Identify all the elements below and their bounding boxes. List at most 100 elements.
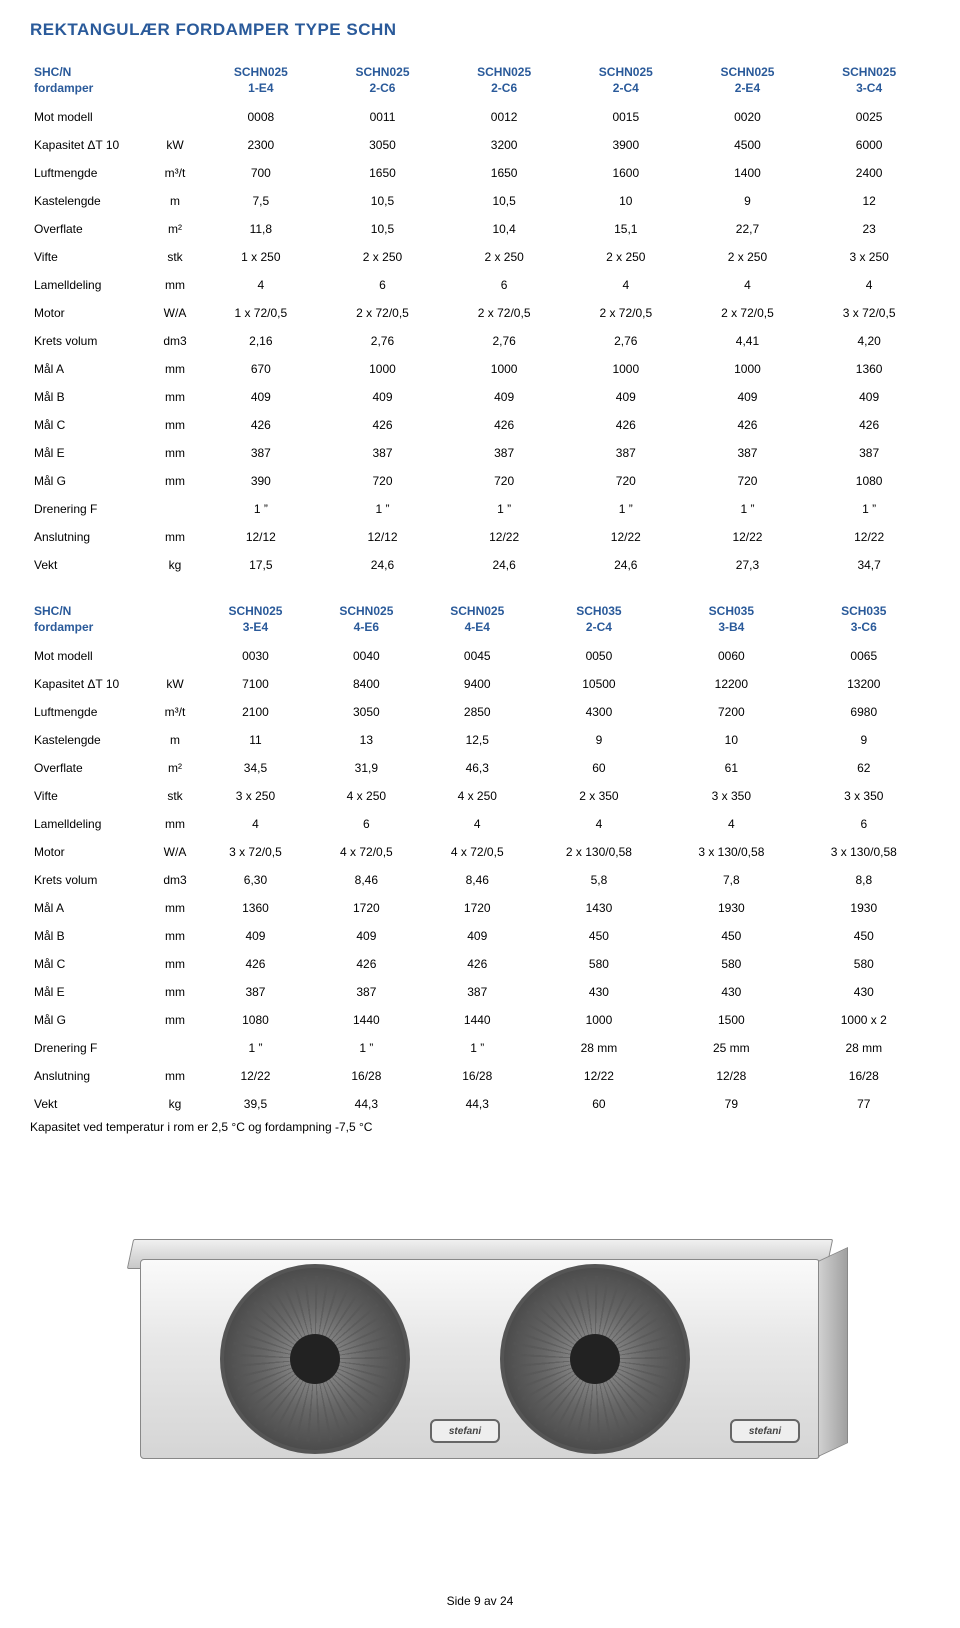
row-label: Vekt: [30, 551, 150, 579]
table-row: MotorW/A3 x 72/0,54 x 72/0,54 x 72/0,52 …: [30, 838, 930, 866]
cell-value: 4: [565, 271, 687, 299]
table-row: Mål Bmm409409409450450450: [30, 922, 930, 950]
table-row: Mål Cmm426426426580580580: [30, 950, 930, 978]
column-header: 3-B4: [665, 620, 797, 642]
column-header: 2-E4: [687, 81, 809, 103]
cell-value: 62: [798, 754, 930, 782]
cell-value: 2 x 72/0,5: [443, 299, 565, 327]
row-unit: m: [150, 726, 200, 754]
cell-value: 6: [311, 810, 422, 838]
table-row: Mål Bmm409409409409409409: [30, 383, 930, 411]
table-row: Kapasitet ΔT 10kW23003050320039004500600…: [30, 131, 930, 159]
table-row: MotorW/A1 x 72/0,52 x 72/0,52 x 72/0,52 …: [30, 299, 930, 327]
table-row: Lamelldelingmm466444: [30, 271, 930, 299]
column-header: SCHN025: [687, 58, 809, 81]
row-label: Mål B: [30, 922, 150, 950]
row-unit: mm: [150, 411, 200, 439]
brand-badge: stefani: [730, 1419, 800, 1443]
row-unit: [150, 642, 200, 670]
cell-value: 1000: [322, 355, 444, 383]
cell-value: 426: [322, 411, 444, 439]
cell-value: 2 x 250: [565, 243, 687, 271]
cell-value: 46,3: [422, 754, 533, 782]
cell-value: 31,9: [311, 754, 422, 782]
cell-value: 39,5: [200, 1090, 311, 1118]
cell-value: 2 x 250: [687, 243, 809, 271]
table-row: Lamelldelingmm464446: [30, 810, 930, 838]
cell-value: 430: [533, 978, 665, 1006]
cell-value: 34,5: [200, 754, 311, 782]
table-row: Vektkg17,524,624,624,627,334,7: [30, 551, 930, 579]
table-row: Mål Amm67010001000100010001360: [30, 355, 930, 383]
cell-value: 9400: [422, 670, 533, 698]
cell-value: 12/22: [687, 523, 809, 551]
row-unit: m²: [150, 754, 200, 782]
cell-value: 390: [200, 467, 322, 495]
cell-value: 2,76: [322, 327, 444, 355]
cell-value: 409: [565, 383, 687, 411]
cell-value: 77: [798, 1090, 930, 1118]
row-label: Mot modell: [30, 642, 150, 670]
row-unit: mm: [150, 978, 200, 1006]
product-image: stefani stefani: [30, 1159, 930, 1559]
table-row: Mål Gmm3907207207207201080: [30, 467, 930, 495]
cell-value: 4: [808, 271, 930, 299]
column-header: SCHN025: [443, 58, 565, 81]
row-unit: kW: [150, 131, 200, 159]
cell-value: 79: [665, 1090, 797, 1118]
fan-icon: [500, 1264, 690, 1454]
cell-value: 426: [687, 411, 809, 439]
cell-value: 10: [665, 726, 797, 754]
cell-value: 1600: [565, 159, 687, 187]
cell-value: 720: [322, 467, 444, 495]
row-label: Vifte: [30, 782, 150, 810]
cell-value: 426: [200, 411, 322, 439]
row-unit: mm: [150, 383, 200, 411]
table-row: Mot modell003000400045005000600065: [30, 642, 930, 670]
cell-value: 12/12: [200, 523, 322, 551]
cell-value: 4 x 72/0,5: [311, 838, 422, 866]
cell-value: 0040: [311, 642, 422, 670]
table-row: Mot modell000800110012001500200025: [30, 103, 930, 131]
row-label: Overflate: [30, 215, 150, 243]
cell-value: 387: [200, 978, 311, 1006]
cell-value: 22,7: [687, 215, 809, 243]
fan-icon: [220, 1264, 410, 1454]
cell-value: 10,5: [322, 215, 444, 243]
table-row: Overflatem²34,531,946,3606162: [30, 754, 930, 782]
table-row: Mål Emm387387387387387387: [30, 439, 930, 467]
column-header: 3-C4: [808, 81, 930, 103]
cell-value: 1720: [422, 894, 533, 922]
spec-table: SHC/NSCHN025SCHN025SCHN025SCHN025SCHN025…: [30, 58, 930, 579]
cell-value: 1000: [533, 1006, 665, 1034]
row-label: Mål C: [30, 950, 150, 978]
cell-value: 1650: [322, 159, 444, 187]
cell-value: 426: [311, 950, 422, 978]
table-row: Mål Emm387387387430430430: [30, 978, 930, 1006]
cell-value: 387: [565, 439, 687, 467]
column-header: 4-E4: [422, 620, 533, 642]
cell-value: 2100: [200, 698, 311, 726]
row-unit: kg: [150, 551, 200, 579]
cell-value: 2 x 250: [443, 243, 565, 271]
cell-value: 10,5: [322, 187, 444, 215]
cell-value: 10,4: [443, 215, 565, 243]
cell-value: 0030: [200, 642, 311, 670]
cell-value: 1 ”: [565, 495, 687, 523]
cell-value: 1440: [311, 1006, 422, 1034]
column-header: 2-C6: [322, 81, 444, 103]
cell-value: 2850: [422, 698, 533, 726]
row-unit: mm: [150, 810, 200, 838]
cell-value: 0065: [798, 642, 930, 670]
row-unit: mm: [150, 894, 200, 922]
cell-value: 1360: [200, 894, 311, 922]
cell-value: 409: [687, 383, 809, 411]
cell-value: 6,30: [200, 866, 311, 894]
table-row: Kapasitet ΔT 10kW71008400940010500122001…: [30, 670, 930, 698]
row-label: Vekt: [30, 1090, 150, 1118]
cell-value: 1 x 250: [200, 243, 322, 271]
row-label: Mål G: [30, 1006, 150, 1034]
row-label: Mål A: [30, 355, 150, 383]
cell-value: 4500: [687, 131, 809, 159]
cell-value: 1430: [533, 894, 665, 922]
